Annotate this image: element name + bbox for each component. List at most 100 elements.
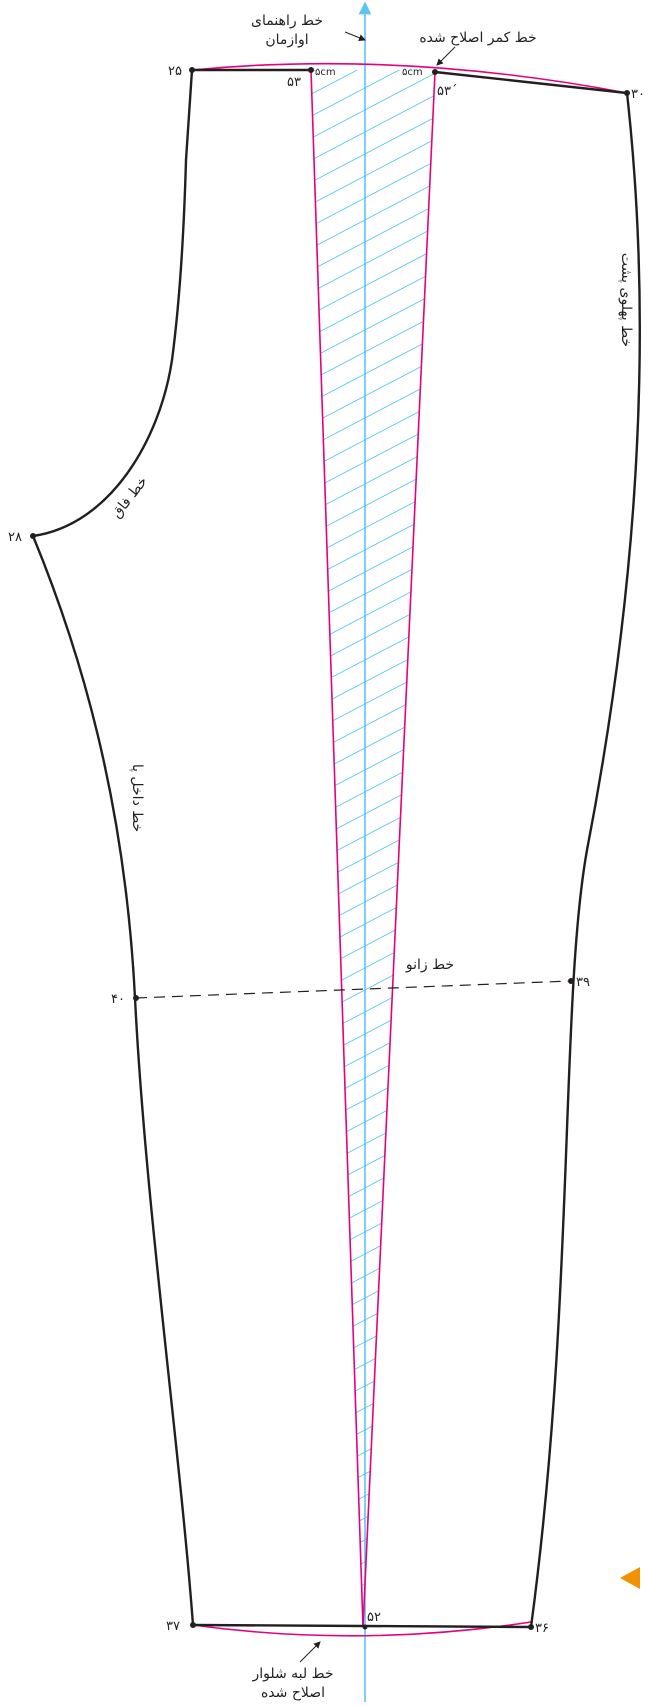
hatch-line [311,683,435,761]
hem-line [192,1623,532,1629]
guide-line-label-1: خط راهنمای [251,13,323,29]
guide-line-label-2: اوازمان [265,32,308,48]
hatch-line [311,287,435,365]
point-40-dot [133,995,139,1001]
guide-line-arrow [344,31,366,42]
point-53-dot [308,67,314,73]
hatch-line [311,859,435,937]
hatch-line [311,881,435,959]
hatch-line [311,661,435,739]
corrected-waist-line [191,62,628,94]
point-36-dot [528,1624,534,1630]
point-25-dot [189,67,195,73]
point-markers [30,67,630,1630]
point-37-dot [190,1622,196,1628]
inseam-curve [31,535,195,1626]
point-52-dot [362,1624,368,1630]
inseam-label: خط داخل پا [129,764,145,832]
hatch-line [311,617,435,695]
side-back-label: خط پهلوی پشت [618,253,634,347]
point-37-label: ۳۷ [166,1619,180,1634]
hatch-line [311,1167,435,1245]
hatch-line [311,1541,435,1619]
dart-right-leg [362,71,436,1628]
hatch-line [311,1321,435,1399]
hatch-line [311,1497,435,1575]
point-52-label: ۵۲ [367,1610,381,1625]
hatch-line [311,1013,435,1091]
hatch-line [311,1299,435,1377]
corrected-hem-line [192,1621,532,1637]
hatch-line [311,1101,435,1179]
point-53-prime-label: ۵۳´ [437,84,457,99]
point-39-dot [568,978,574,984]
point-39-label: ۳۹ [576,975,590,990]
pattern-outline [31,68,641,1629]
hatch-line [311,1211,435,1289]
hatch-line [311,815,435,893]
crotch-label: خط فاق [109,474,151,522]
hatch-line [311,70,435,101]
hem-arrow [299,1641,321,1663]
point-30-dot [624,90,630,96]
dart-left-leg [310,69,364,1628]
hatch-line [311,1255,435,1333]
hatch-line [311,771,435,849]
hatch-line [311,1123,435,1201]
point-53-label: ۵۳ [287,75,301,90]
hem-label-2: اصلاح شده [261,1685,325,1701]
hatch-line [311,155,435,233]
hatch-line [311,331,435,409]
page-marker-triangle [620,1567,640,1589]
hatch-line [311,89,435,167]
hatch-line [311,793,435,871]
hatch-line [311,1431,435,1509]
point-53-prime-dot [432,69,438,75]
hatch-line [311,749,435,827]
hatch-line [311,727,435,805]
hatch-line [311,1475,435,1553]
hatch-line [311,1035,435,1113]
dart-right-measure: ۵cm [402,67,423,78]
point-28-dot [30,533,36,539]
knee-label: خط زانو [405,957,454,973]
hatch-line [311,199,435,277]
hatch-line [311,1277,435,1355]
point-28-label: ۲۸ [8,530,22,545]
hatch-line [311,991,435,1069]
hatch-line [311,1057,435,1135]
hatch-line [311,529,435,607]
hatch-line [311,1563,435,1627]
hatch-line [311,1233,435,1311]
waist-corrected-arrow [436,46,456,66]
dart-left-measure: ۵cm [315,67,336,78]
hatch-line [311,595,435,673]
hatch-line [311,177,435,255]
hatch-line [311,70,435,123]
hatch-line [311,969,435,1047]
hatch-line [311,463,435,541]
corrected-lines [191,62,628,1637]
hatch-line [311,111,435,189]
point-36-label: ۳۶ [535,1621,549,1636]
hatch-line [311,441,435,519]
hatch-line [311,419,435,497]
point-labels: ۲۵ ۵۳ ۵۳´ ۳۰ ۲۸ ۴۰ ۳۹ ۳۷ ۳۶ ۵۲ [8,64,645,1636]
point-40-label: ۴۰ [111,992,125,1007]
hatch-line [311,485,435,563]
dart-hatching [311,70,435,1627]
side-back-curve [529,92,641,1628]
hatch-line [311,1189,435,1267]
point-30-label: ۳۰ [631,87,645,102]
hatch-line [311,1145,435,1223]
hatch-line [311,265,435,343]
crotch-curve [32,69,194,538]
hatch-line [311,70,435,145]
hatch-line [311,837,435,915]
hem-label-1: خط لبه شلوار [251,1666,333,1682]
hatch-line [311,1079,435,1157]
hatch-line [311,705,435,783]
hatch-line [311,551,435,629]
hatch-line [311,309,435,387]
